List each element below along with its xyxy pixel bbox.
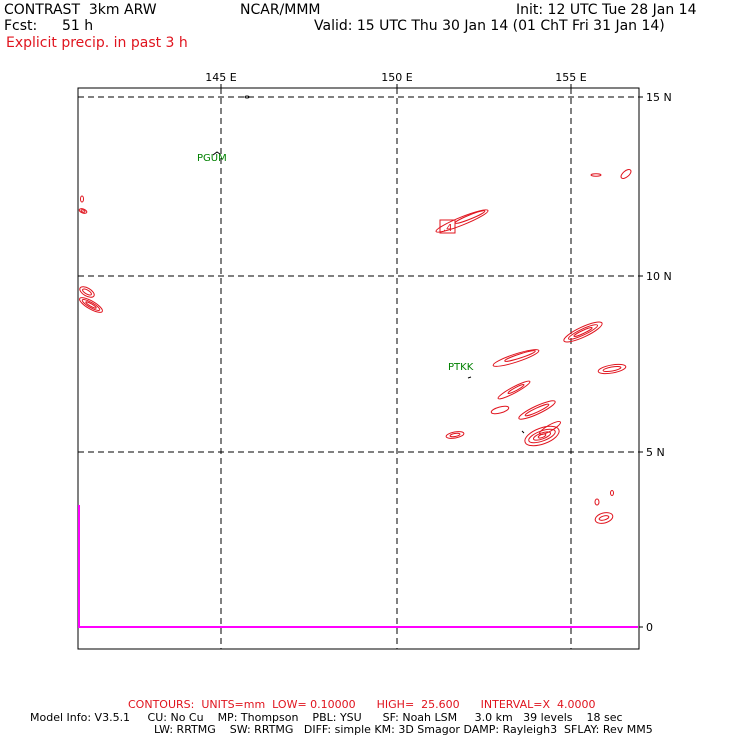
graticule	[78, 88, 639, 649]
init-time: Init: 12 UTC Tue 28 Jan 14	[516, 2, 697, 18]
contours-info: CONTOURS: UNITS=mm LOW= 0.10000 HIGH= 25…	[128, 698, 596, 711]
field-title: Explicit precip. in past 3 h	[6, 35, 188, 51]
model-title: CONTRAST 3km ARW	[4, 2, 157, 18]
lat-label-5n: 5 N	[646, 446, 665, 459]
model-info-line2: LW: RRTMG SW: RRTMG DIFF: simple KM: 3D …	[154, 723, 653, 736]
domain-boundary	[78, 505, 638, 628]
forecast-hour: 51 h	[62, 18, 94, 34]
frame-ticks	[220, 84, 643, 628]
precip-contours	[78, 169, 632, 524]
station-label-pgum: PGUM	[197, 153, 227, 164]
lon-label-145e: 145 E	[205, 71, 236, 84]
station-label-ptkk: PTKK	[448, 362, 474, 373]
model-info-line1: Model Info: V3.5.1 CU: No Cu MP: Thompso…	[30, 711, 623, 724]
organization-label: NCAR/MMM	[240, 2, 321, 18]
map-frame	[77, 87, 640, 650]
lon-label-150e: 150 E	[381, 71, 412, 84]
island-outlines	[212, 95, 525, 434]
lat-label-0: 0	[646, 621, 653, 634]
lon-label-155e: 155 E	[555, 71, 586, 84]
lat-label-10n: 10 N	[646, 270, 672, 283]
forecast-label: Fcst:	[4, 18, 38, 34]
max-value-label: .4	[443, 223, 453, 234]
valid-time: Valid: 15 UTC Thu 30 Jan 14 (01 ChT Fri …	[314, 18, 665, 34]
max-value-box	[439, 219, 456, 234]
lat-label-15n: 15 N	[646, 91, 672, 104]
